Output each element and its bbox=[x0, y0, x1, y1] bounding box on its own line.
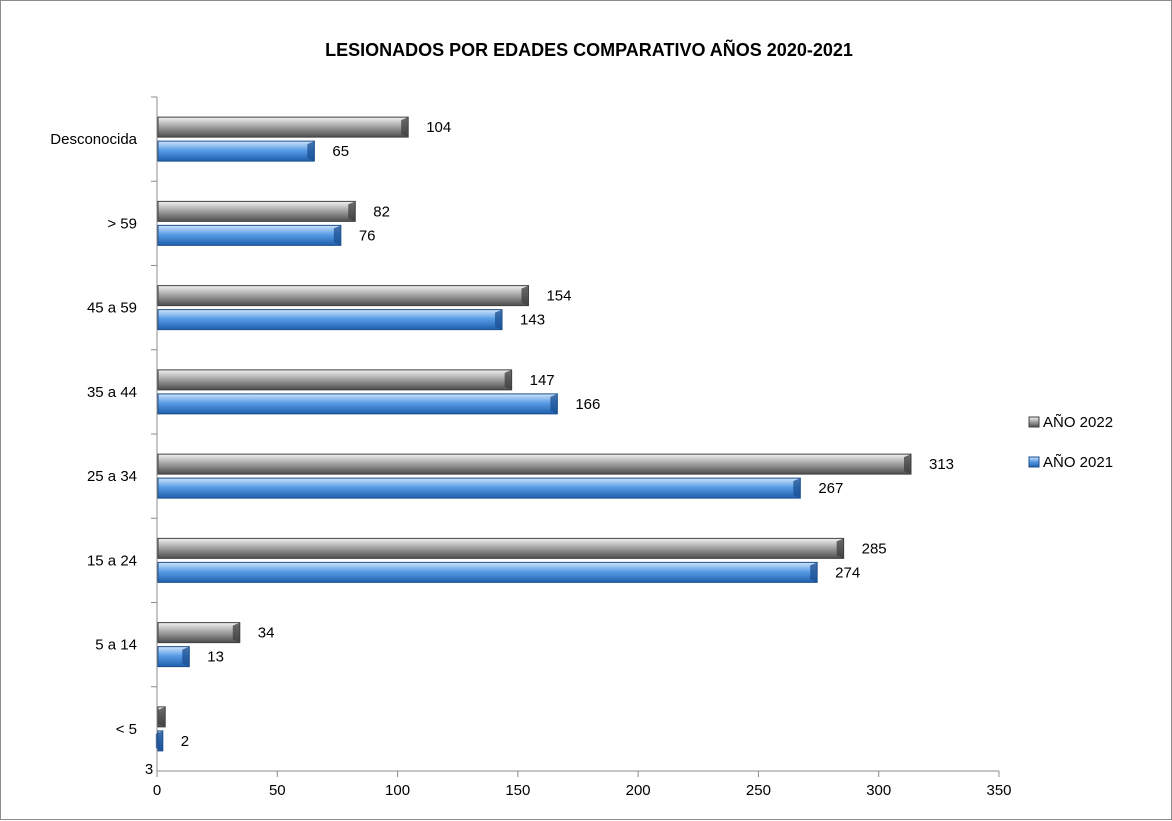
bar-body bbox=[157, 369, 513, 391]
axes: 0 50 100 150 200 250 300 350 Desconocida > 59 45 a… bbox=[50, 96, 1012, 799]
legend-label-ano-2021: AÑO 2021 bbox=[1043, 454, 1113, 471]
legend: AÑO 2022 AÑO 2021 bbox=[1028, 414, 1113, 471]
y-tick-label: 15 a 24 bbox=[87, 552, 137, 569]
x-tick-label: 150 bbox=[505, 782, 530, 799]
y-tick-label: 45 a 59 bbox=[87, 300, 137, 317]
bar-ano-2021 bbox=[157, 477, 801, 499]
bar-body bbox=[157, 224, 342, 246]
bar-bevel bbox=[903, 454, 911, 475]
x-tick-label: 200 bbox=[626, 782, 651, 799]
y-tick-label: 25 a 34 bbox=[87, 468, 137, 485]
bar-body bbox=[157, 622, 241, 644]
data-label: 76 bbox=[359, 227, 376, 244]
data-label: 82 bbox=[373, 203, 390, 220]
legend-swatch-ano-2022 bbox=[1028, 416, 1040, 428]
data-label: 166 bbox=[575, 396, 600, 413]
bar-ano-2021 bbox=[157, 140, 315, 162]
chart-title: LESIONADOS POR EDADES COMPARATIVO AÑOS 2… bbox=[325, 39, 853, 60]
bar-ano-2022 bbox=[157, 369, 513, 391]
bar-ano-2022 bbox=[157, 285, 529, 307]
data-label: 13 bbox=[207, 649, 224, 666]
bar-body bbox=[157, 285, 529, 307]
legend-label-ano-2022: AÑO 2022 bbox=[1043, 414, 1113, 431]
bar-ano-2022 bbox=[157, 706, 166, 728]
bar-body bbox=[157, 453, 912, 475]
y-tick-label: > 59 bbox=[107, 215, 137, 232]
data-label: 34 bbox=[258, 625, 275, 642]
bar-ano-2022 bbox=[157, 453, 912, 475]
bar-ano-2021 bbox=[155, 730, 164, 752]
data-label: 3 bbox=[145, 761, 153, 778]
x-tick-label: 250 bbox=[746, 782, 771, 799]
bar-body bbox=[157, 393, 558, 415]
data-label: 313 bbox=[929, 456, 954, 473]
bar-body bbox=[157, 537, 845, 559]
y-tick-label: 5 a 14 bbox=[95, 637, 137, 654]
bar-body bbox=[157, 561, 818, 583]
bar-bevel bbox=[810, 562, 818, 583]
data-label: 267 bbox=[818, 480, 843, 497]
bar-bevel bbox=[401, 117, 409, 138]
bar-ano-2022 bbox=[157, 537, 845, 559]
y-tick-label: 35 a 44 bbox=[87, 384, 137, 401]
x-tick-label: 300 bbox=[866, 782, 891, 799]
bar-ano-2022 bbox=[157, 200, 356, 222]
x-tick-label: 100 bbox=[385, 782, 410, 799]
bar-bevel bbox=[793, 478, 801, 499]
bar-bevel bbox=[333, 225, 341, 246]
bar-bevel bbox=[348, 201, 356, 222]
bar-body bbox=[157, 116, 409, 138]
x-tick-label: 0 bbox=[153, 782, 161, 799]
data-label: 104 bbox=[426, 119, 451, 136]
bar-bevel bbox=[504, 369, 512, 390]
bar-bevel bbox=[550, 393, 558, 414]
bar-ano-2022 bbox=[157, 622, 241, 644]
data-label: 147 bbox=[530, 372, 555, 389]
bar-body bbox=[157, 309, 503, 331]
bar-bevel bbox=[836, 538, 844, 559]
bar-ano-2021 bbox=[157, 646, 190, 668]
bar-body bbox=[157, 200, 356, 222]
x-tick-label: 50 bbox=[269, 782, 286, 799]
data-label: 285 bbox=[862, 540, 887, 557]
bar-bevel bbox=[495, 309, 503, 330]
data-label: 274 bbox=[835, 564, 860, 581]
bar-bevel bbox=[521, 285, 529, 306]
data-label: 2 bbox=[181, 733, 189, 750]
bar-bevel bbox=[155, 730, 163, 751]
y-tick-label: < 5 bbox=[116, 721, 137, 738]
data-label: 154 bbox=[546, 288, 571, 305]
bar-bevel bbox=[232, 622, 240, 643]
bar-bevel bbox=[182, 646, 190, 667]
bar-ano-2021 bbox=[157, 561, 818, 583]
bar-bevel bbox=[307, 141, 315, 162]
x-tick-label: 350 bbox=[986, 782, 1011, 799]
data-label: 143 bbox=[520, 312, 545, 329]
bar-ano-2021 bbox=[157, 224, 342, 246]
y-tick-label: Desconocida bbox=[50, 131, 137, 148]
legend-swatch-ano-2021 bbox=[1028, 456, 1040, 468]
bar-ano-2022 bbox=[157, 116, 409, 138]
bar-body bbox=[157, 477, 801, 499]
bar-bevel bbox=[158, 706, 166, 727]
bar-body bbox=[157, 140, 315, 162]
bar-ano-2021 bbox=[157, 309, 503, 331]
data-label: 65 bbox=[332, 143, 349, 160]
bar-ano-2021 bbox=[157, 393, 558, 415]
